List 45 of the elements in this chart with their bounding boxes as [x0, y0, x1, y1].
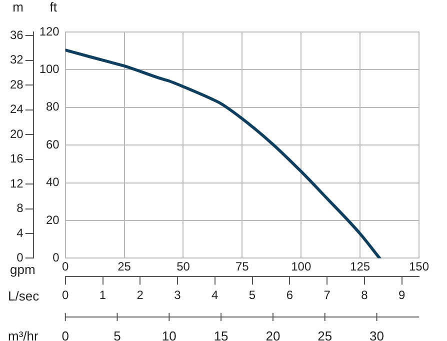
- x2-tick-label: 2: [136, 288, 144, 302]
- y-tick-label: 40: [46, 175, 60, 190]
- annotation: 20: [266, 328, 280, 341]
- y-tick-label: 0: [52, 250, 60, 265]
- x2-tick-label: 3: [174, 288, 182, 302]
- x-tick-label: 150: [408, 260, 430, 274]
- annotation: 10: [162, 328, 176, 341]
- y-tick-label: 80: [46, 100, 60, 114]
- y2-tick-label: 32: [10, 52, 24, 67]
- y-tick-label: 100: [39, 62, 60, 76]
- y2-tick-label: 36: [10, 28, 24, 42]
- x-tick-label: 25: [118, 260, 132, 274]
- annotation: 30: [370, 328, 384, 341]
- x-tick-label: 100: [291, 260, 312, 274]
- x2-tick-label: 6: [286, 288, 294, 302]
- y2-tick-label: 12: [10, 176, 24, 190]
- x2-axis-title: L/sec: [8, 288, 40, 304]
- text: m³/hr: [8, 328, 39, 341]
- y2-tick-label: 16: [10, 152, 24, 166]
- annotation: 0: [62, 328, 69, 341]
- y2-tick-label: 4: [16, 226, 24, 240]
- annotation: 25: [318, 328, 332, 341]
- x-tick-label: 75: [236, 260, 250, 274]
- x2-tick-label: 8: [361, 288, 368, 302]
- y-tick-label: 120: [39, 24, 60, 38]
- x2-tick-label: 4: [212, 288, 219, 302]
- x-tick-label: 50: [176, 260, 190, 274]
- annotation: 5: [114, 328, 121, 341]
- y2-axis-title: m: [12, 0, 24, 15]
- x2-tick-label: 0: [62, 288, 70, 302]
- y2-tick-label: 24: [10, 102, 24, 116]
- y-axis-title: ft: [50, 0, 58, 15]
- x-tick-label: 125: [350, 260, 370, 274]
- y2-tick-label: 28: [10, 77, 24, 92]
- y-tick-label: 60: [46, 137, 60, 152]
- x2-tick-label: 1: [99, 288, 106, 302]
- x2-tick-label: 7: [324, 288, 331, 302]
- y-tick-label: 20: [46, 212, 60, 227]
- x2-tick-label: 5: [248, 288, 256, 302]
- y2-tick-label: 20: [10, 126, 24, 141]
- x-tick-label: 0: [62, 260, 70, 274]
- x2-tick-label: 9: [398, 288, 406, 302]
- line-series: [65, 48, 382, 258]
- annotation: 15: [214, 328, 228, 341]
- y2-tick-label: 8: [16, 201, 24, 216]
